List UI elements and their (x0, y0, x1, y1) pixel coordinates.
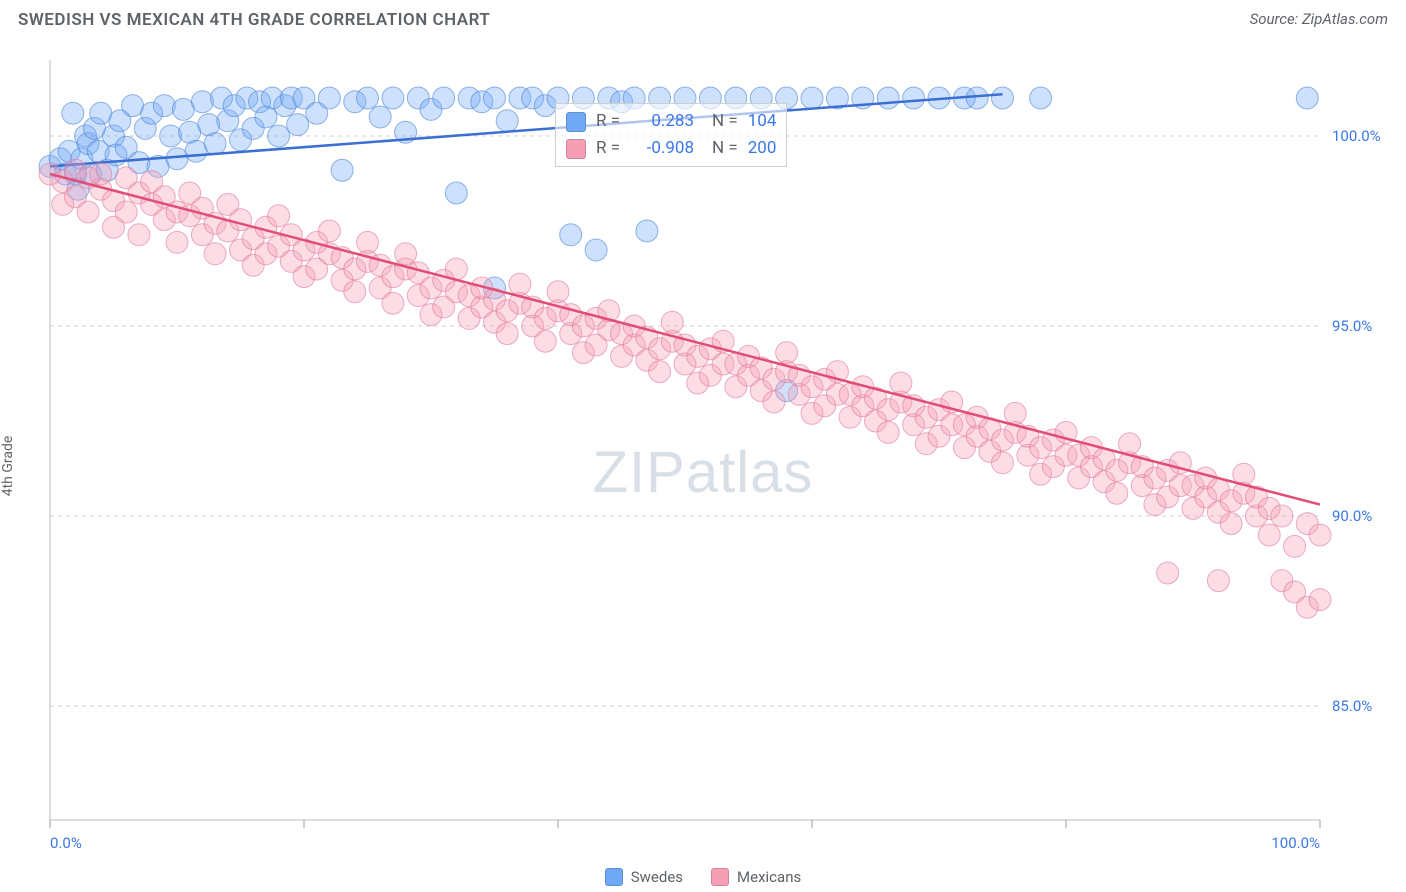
data-point (1220, 513, 1242, 535)
data-point (636, 220, 658, 242)
data-point (433, 87, 455, 109)
data-point (77, 201, 99, 223)
data-point (166, 231, 188, 253)
data-point (496, 323, 518, 345)
data-point (268, 205, 290, 227)
legend: Swedes Mexicans (0, 868, 1406, 886)
data-point (1207, 570, 1229, 592)
data-point (661, 311, 683, 333)
data-point (763, 391, 785, 413)
y-tick-label: 90.0% (1332, 507, 1372, 525)
stat-R-label: R = (596, 135, 620, 162)
y-tick-label: 100.0% (1332, 127, 1381, 145)
data-point (877, 87, 899, 109)
data-point (649, 361, 671, 383)
data-point (369, 106, 391, 128)
data-point (585, 239, 607, 261)
data-point (1106, 482, 1128, 504)
data-point (344, 281, 366, 303)
data-point (287, 114, 309, 136)
data-point (395, 243, 417, 265)
stat-N-label: N = (712, 108, 738, 135)
data-point (204, 243, 226, 265)
data-point (903, 87, 925, 109)
stat-row-swedes: R = 0.283 N = 104 (566, 108, 776, 135)
header: SWEDISH VS MEXICAN 4TH GRADE CORRELATION… (0, 0, 1406, 36)
stat-row-mexicans: R = -0.908 N = 200 (566, 135, 776, 162)
data-point (160, 125, 182, 147)
data-point (115, 201, 137, 223)
data-point (1258, 524, 1280, 546)
stat-N-value: 104 (748, 108, 777, 135)
data-point (357, 231, 379, 253)
data-point (1157, 562, 1179, 584)
data-point (509, 273, 531, 295)
data-point (1309, 524, 1331, 546)
source-label: Source: ZipAtlas.com (1250, 10, 1388, 28)
x-tick-label: 0.0% (50, 834, 82, 852)
data-point (547, 281, 569, 303)
data-point (153, 95, 175, 117)
data-point (128, 224, 150, 246)
correlation-stats-box: R = 0.283 N = 104 R = -0.908 N = 200 (555, 103, 787, 167)
data-point (1030, 87, 1052, 109)
data-point (318, 220, 340, 242)
stat-N-label: N = (712, 135, 738, 162)
data-point (992, 87, 1014, 109)
data-point (318, 87, 340, 109)
data-point (484, 87, 506, 109)
data-point (966, 87, 988, 109)
data-point (331, 159, 353, 181)
data-point (191, 91, 213, 113)
data-point (445, 182, 467, 204)
legend-swatch (711, 868, 729, 886)
legend-label: Mexicans (737, 868, 801, 886)
stat-R-value: 0.283 (630, 108, 694, 135)
data-point (1309, 589, 1331, 611)
data-point (1119, 433, 1141, 455)
stat-N-value: 200 (748, 135, 777, 162)
stat-swatch (566, 112, 586, 132)
chart-area: 4th Grade 85.0% 90.0% 95.0% 100.0% 0.0% 100.0… (0, 40, 1406, 892)
y-axis-label: 4th Grade (0, 436, 16, 497)
data-point (204, 133, 226, 155)
legend-label: Swedes (631, 868, 683, 886)
data-point (382, 292, 404, 314)
data-point (890, 372, 912, 394)
legend-item-mexicans: Mexicans (711, 868, 801, 886)
data-point (801, 87, 823, 109)
data-point (357, 87, 379, 109)
data-point (382, 87, 404, 109)
data-point (230, 209, 252, 231)
data-point (1284, 535, 1306, 557)
scatter-chart: 85.0% 90.0% 95.0% 100.0% 0.0% 100.0% (0, 40, 1406, 892)
stat-R-value: -0.908 (630, 135, 694, 162)
data-point (560, 224, 582, 246)
series-mexicans (39, 159, 1331, 618)
y-tick-label: 95.0% (1332, 317, 1372, 335)
stat-R-label: R = (596, 108, 620, 135)
stat-swatch (566, 139, 586, 159)
data-point (1004, 402, 1026, 424)
x-tick-label: 100.0% (1271, 834, 1320, 852)
data-point (877, 421, 899, 443)
trend-line-mexicans (50, 174, 1320, 505)
data-point (268, 125, 290, 147)
data-point (496, 110, 518, 132)
data-point (1271, 505, 1293, 527)
y-tick-label: 85.0% (1332, 697, 1372, 715)
data-point (534, 330, 556, 352)
legend-item-swedes: Swedes (605, 868, 683, 886)
data-point (62, 102, 84, 124)
chart-title: SWEDISH VS MEXICAN 4TH GRADE CORRELATION… (18, 10, 490, 30)
data-point (992, 452, 1014, 474)
data-point (90, 163, 112, 185)
legend-swatch (605, 868, 623, 886)
data-point (776, 342, 798, 364)
data-point (1296, 87, 1318, 109)
